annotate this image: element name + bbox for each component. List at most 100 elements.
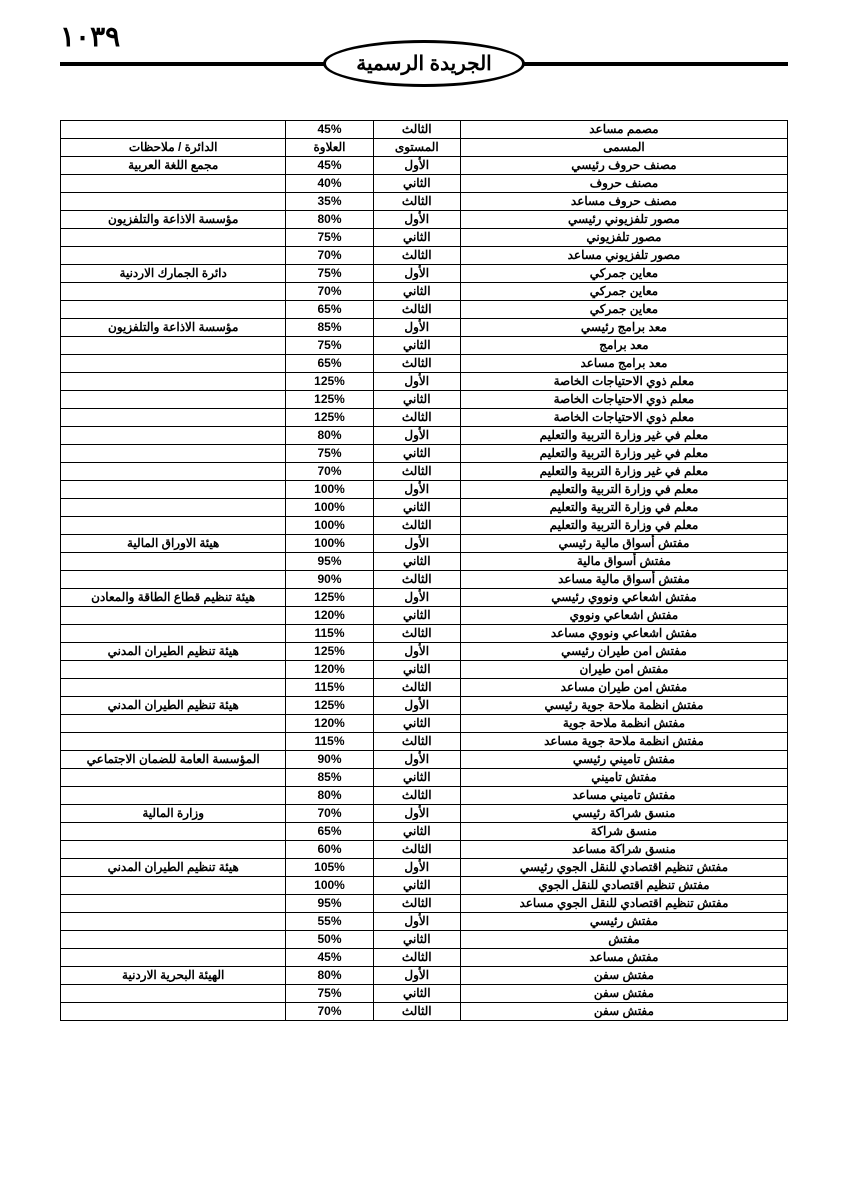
cell-allowance: 40% xyxy=(286,175,373,193)
cell-level: الأول xyxy=(373,427,460,445)
cell-title: معلم في وزارة التربية والتعليم xyxy=(460,499,787,517)
cell-allowance: 125% xyxy=(286,409,373,427)
cell-department: هيئة تنظيم قطاع الطاقة والمعادن xyxy=(61,589,286,607)
cell-department: مؤسسة الاذاعة والتلفزيون xyxy=(61,319,286,337)
cell-level: الثاني xyxy=(373,661,460,679)
cell-level: الثالث xyxy=(373,355,460,373)
cell-title: معد برامج مساعد xyxy=(460,355,787,373)
table-row: معلم في وزارة التربية والتعليمالثاني100% xyxy=(61,499,788,517)
cell-level: الأول xyxy=(373,751,460,769)
cell-title: معلم ذوي الاحتياجات الخاصة xyxy=(460,373,787,391)
cell-department: الهيئة البحرية الاردنية xyxy=(61,967,286,985)
cell-department xyxy=(61,247,286,265)
cell-level: الثاني xyxy=(373,391,460,409)
cell-department xyxy=(61,391,286,409)
cell-department xyxy=(61,337,286,355)
cell-level: الثالث xyxy=(373,409,460,427)
table-row: مفتش سفنالثاني75% xyxy=(61,985,788,1003)
table-row: معاين جمركيالثاني70% xyxy=(61,283,788,301)
cell-title: معد برامج xyxy=(460,337,787,355)
table-row: مصور تلفزيوني رئيسيالأول80%مؤسسة الاذاعة… xyxy=(61,211,788,229)
cell-department xyxy=(61,733,286,751)
cell-level: الثالث xyxy=(373,463,460,481)
cell-department: هيئة الاوراق المالية xyxy=(61,535,286,553)
header-department: الدائرة / ملاحظات xyxy=(61,139,286,157)
cell-title: مفتش تنظيم اقتصادي للنقل الجوي xyxy=(460,877,787,895)
cell-allowance: 125% xyxy=(286,589,373,607)
cell-department xyxy=(61,571,286,589)
cell-title: مصمم مساعد xyxy=(460,121,787,139)
cell-department xyxy=(61,229,286,247)
cell-level: الأول xyxy=(373,859,460,877)
cell-level: الأول xyxy=(373,697,460,715)
table-row: مفتش تنظيم اقتصادي للنقل الجوي رئيسيالأو… xyxy=(61,859,788,877)
cell-level: الثاني xyxy=(373,877,460,895)
cell-allowance: 80% xyxy=(286,211,373,229)
cell-title: معلم في غير وزارة التربية والتعليم xyxy=(460,427,787,445)
cell-title: مفتش أسواق مالية مساعد xyxy=(460,571,787,589)
cell-department: هيئة تنظيم الطيران المدني xyxy=(61,859,286,877)
cell-department: مجمع اللغة العربية xyxy=(61,157,286,175)
cell-title: مفتش تاميني رئيسي xyxy=(460,751,787,769)
cell-title: مصور تلفزيوني مساعد xyxy=(460,247,787,265)
cell-allowance: 70% xyxy=(286,1003,373,1021)
cell-allowance: 75% xyxy=(286,229,373,247)
cell-title: مفتش xyxy=(460,931,787,949)
cell-allowance: 95% xyxy=(286,553,373,571)
cell-title: مفتش انظمة ملاحة جوية رئيسي xyxy=(460,697,787,715)
cell-title: معاين جمركي xyxy=(460,283,787,301)
cell-title: مصنف حروف مساعد xyxy=(460,193,787,211)
cell-department: المؤسسة العامة للضمان الاجتماعي xyxy=(61,751,286,769)
cell-allowance: 45% xyxy=(286,157,373,175)
table-row: معلم ذوي الاحتياجات الخاصةالأول125% xyxy=(61,373,788,391)
cell-level: الأول xyxy=(373,157,460,175)
cell-department xyxy=(61,517,286,535)
cell-level: الثاني xyxy=(373,823,460,841)
table-row: مفتش تنظيم اقتصادي للنقل الجويالثاني100% xyxy=(61,877,788,895)
table-row: مفتش سفنالأول80%الهيئة البحرية الاردنية xyxy=(61,967,788,985)
cell-title: معلم في وزارة التربية والتعليم xyxy=(460,481,787,499)
table-row: مفتش اشعاعي ونووي مساعدالثالث115% xyxy=(61,625,788,643)
cell-allowance: 115% xyxy=(286,733,373,751)
cell-title: مفتش سفن xyxy=(460,1003,787,1021)
cell-title: معاين جمركي xyxy=(460,301,787,319)
cell-title: مفتش تاميني مساعد xyxy=(460,787,787,805)
cell-title: مفتش سفن xyxy=(460,967,787,985)
cell-allowance: 100% xyxy=(286,481,373,499)
table-row: مصمم مساعدالثالث45% xyxy=(61,121,788,139)
cell-allowance: 80% xyxy=(286,967,373,985)
cell-allowance: 75% xyxy=(286,337,373,355)
cell-title: مفتش تاميني xyxy=(460,769,787,787)
cell-allowance: 125% xyxy=(286,643,373,661)
cell-department xyxy=(61,1003,286,1021)
cell-level: الثاني xyxy=(373,445,460,463)
cell-level: الثاني xyxy=(373,229,460,247)
cell-title: منسق شراكة مساعد xyxy=(460,841,787,859)
table-row: مفتش أسواق ماليةالثاني95% xyxy=(61,553,788,571)
table-row: مصنف حروف رئيسيالأول45%مجمع اللغة العربي… xyxy=(61,157,788,175)
cell-level: الثالث xyxy=(373,1003,460,1021)
cell-title: مفتش انظمة ملاحة جوية مساعد xyxy=(460,733,787,751)
cell-title: مفتش تنظيم اقتصادي للنقل الجوي مساعد xyxy=(460,895,787,913)
table-row: مفتش رئيسيالأول55% xyxy=(61,913,788,931)
cell-level: الثاني xyxy=(373,607,460,625)
cell-level: الأول xyxy=(373,535,460,553)
table-row: مصور تلفزيوني مساعدالثالث70% xyxy=(61,247,788,265)
cell-allowance: 120% xyxy=(286,715,373,733)
cell-allowance: 105% xyxy=(286,859,373,877)
cell-title: مفتش مساعد xyxy=(460,949,787,967)
table-row: معد برامج مساعدالثالث65% xyxy=(61,355,788,373)
cell-allowance: 115% xyxy=(286,625,373,643)
allowances-table: مصمم مساعدالثالث45%المسمىالمستوىالعلاوةا… xyxy=(60,120,788,1021)
table-row: مفتش امن طيران مساعدالثالث115% xyxy=(61,679,788,697)
cell-title: معاين جمركي xyxy=(460,265,787,283)
cell-title: مفتش اشعاعي ونووي xyxy=(460,607,787,625)
cell-allowance: 45% xyxy=(286,949,373,967)
table-row: مصنف حروف مساعدالثالث35% xyxy=(61,193,788,211)
cell-level: الثاني xyxy=(373,715,460,733)
table-row: معد برامجالثاني75% xyxy=(61,337,788,355)
cell-department xyxy=(61,301,286,319)
cell-allowance: 100% xyxy=(286,499,373,517)
cell-level: الثالث xyxy=(373,733,460,751)
cell-level: الأول xyxy=(373,211,460,229)
